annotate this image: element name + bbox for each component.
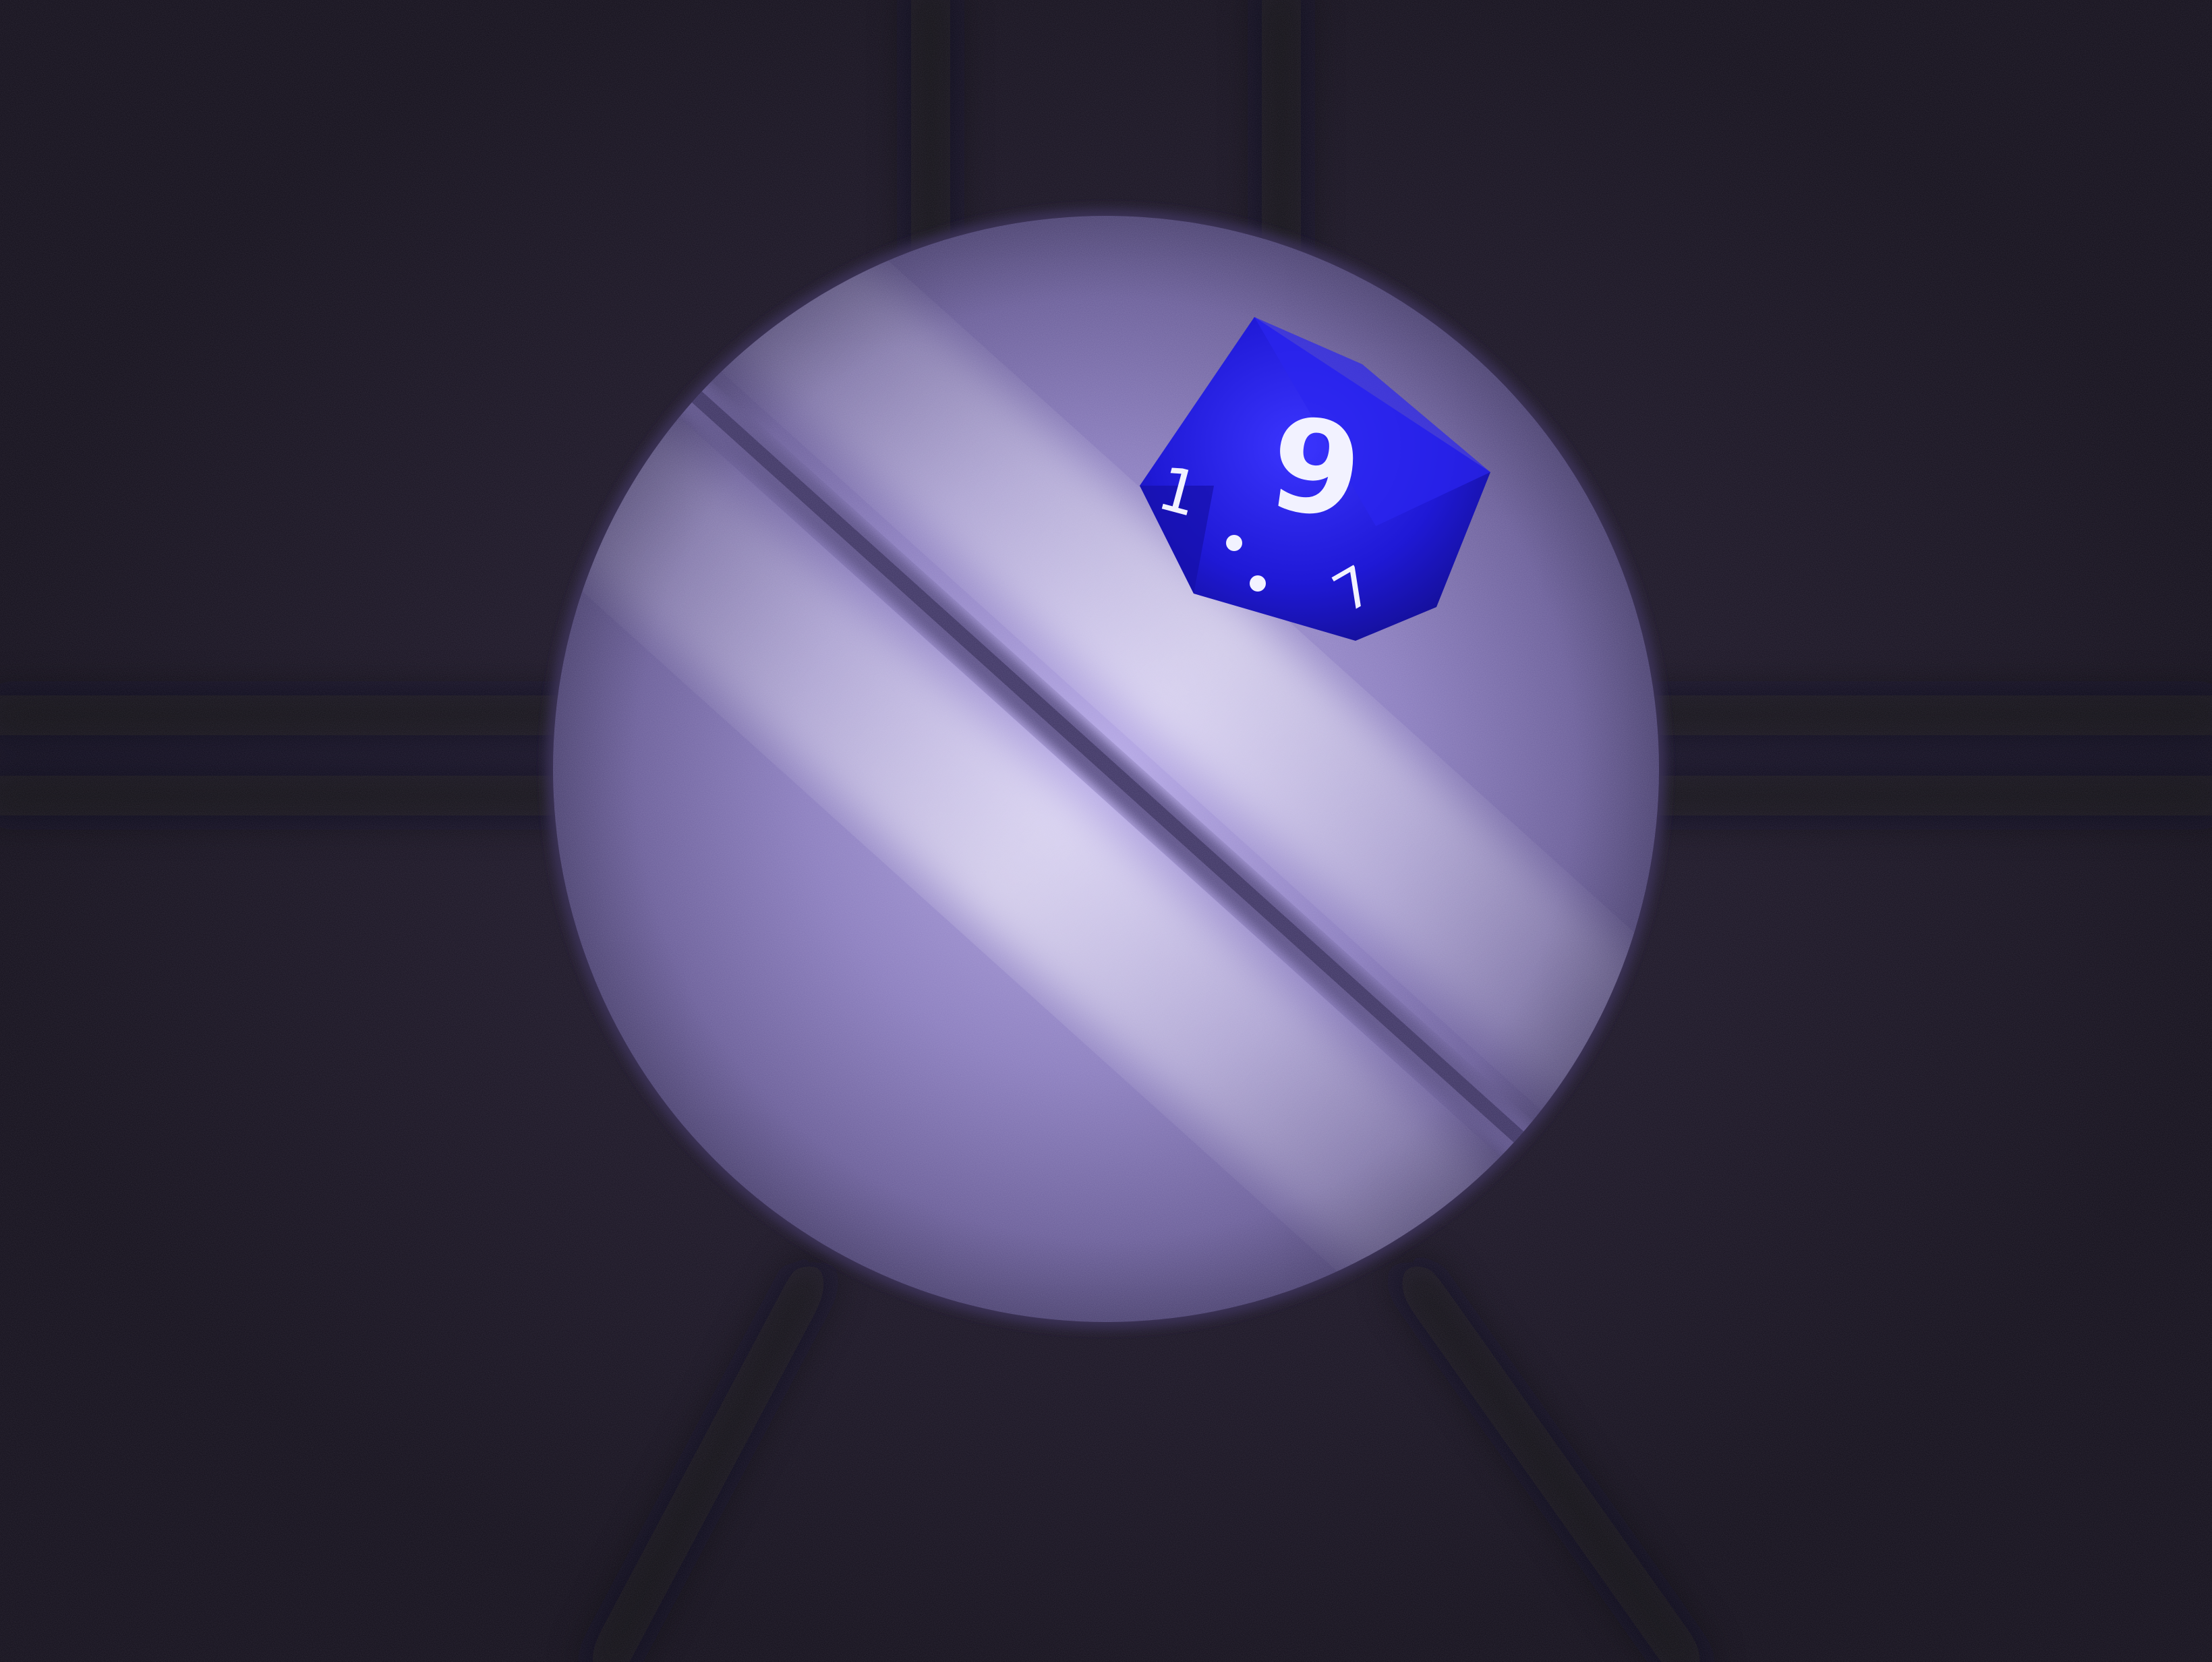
die-face-9: 9 — [1261, 389, 1370, 548]
die-dot — [1226, 535, 1242, 551]
die-dot — [1250, 575, 1266, 592]
d10-die: 9 1 7 — [1140, 317, 1490, 641]
